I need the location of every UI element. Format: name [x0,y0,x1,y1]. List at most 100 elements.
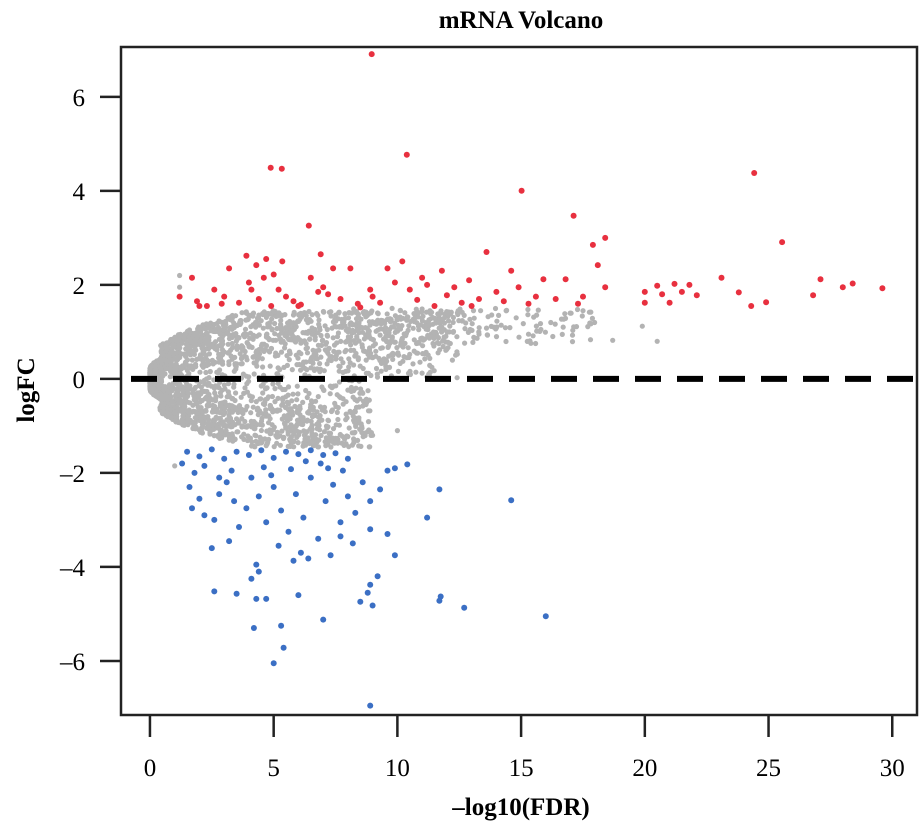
ns-point [184,388,190,394]
down-point [184,448,191,455]
ns-point [340,369,346,375]
ns-point [525,331,532,337]
ns-point [185,328,191,334]
x-tick-label: 15 [509,755,534,782]
ns-point [209,426,215,433]
ns-point [375,311,381,317]
ns-point [381,336,387,342]
ns-point [262,386,269,392]
ns-point [353,350,359,357]
ns-point [193,364,199,370]
ns-point [366,319,372,325]
down-point [250,625,257,631]
x-tick-label: 25 [756,755,781,782]
ns-point [255,405,261,411]
ns-point [230,344,236,351]
ns-point [291,309,297,315]
ns-point [386,353,392,359]
ns-point [534,312,540,318]
down-point [233,590,240,597]
x-tick-label: 10 [385,755,410,782]
ns-point [391,339,397,345]
ns-point [247,435,253,441]
ns-point [207,369,213,375]
y-axis-label: logFC [13,357,40,422]
ns-point [189,357,195,363]
ns-point [405,345,411,351]
ns-point [206,424,212,430]
ns-point [434,340,441,346]
ns-point [217,331,223,337]
ns-point [216,318,222,324]
ns-point [345,368,351,374]
ns-point [330,335,336,341]
ns-point [249,344,255,350]
ns-point [234,416,240,422]
down-point [288,466,294,473]
ns-point [365,351,371,357]
down-point [391,465,398,472]
ns-point [280,395,286,401]
ns-point [263,407,269,413]
down-point [196,453,203,460]
ns-point [251,419,257,425]
ns-point [498,322,504,328]
up-point [438,267,445,274]
ns-point [164,393,170,399]
down-point [243,505,250,512]
ns-point [167,358,173,364]
ns-point [394,428,400,434]
ns-point [174,405,180,411]
ns-point [259,415,265,421]
ns-point [205,325,211,331]
ns-point [323,341,329,347]
ns-point [175,344,181,350]
up-point [196,303,203,309]
ns-point [225,402,231,409]
down-point [253,561,260,568]
down-point [337,519,344,526]
ns-point [378,345,384,351]
ns-point [354,334,360,340]
up-point [424,281,431,288]
ns-point [189,387,195,393]
ns-point [484,332,490,338]
ns-point [256,332,262,338]
ns-point [322,323,328,329]
ns-point [420,343,426,349]
down-point [201,512,208,519]
ns-point [367,444,373,450]
up-point [718,274,725,281]
up-point [751,170,758,176]
ns-point [301,338,308,344]
chart-title: mRNA Volcano [439,7,604,34]
ns-point [336,349,342,355]
ns-point [288,406,294,412]
ns-point [292,403,298,409]
ns-point [197,415,203,421]
up-point [493,288,500,295]
ns-point [269,422,275,428]
ns-point [398,342,404,348]
ns-point [328,444,334,450]
ns-point [260,364,266,370]
up-point [508,267,515,274]
ns-point [307,439,314,445]
ns-point [318,342,325,348]
ns-point [356,415,362,421]
down-point [191,469,198,476]
ns-point [321,429,327,435]
ns-point [245,341,251,347]
ns-point [159,349,165,355]
ns-point [392,329,398,335]
ns-point [170,337,176,343]
ns-point [216,421,222,427]
ns-point [339,440,345,446]
down-point [221,455,228,462]
ns-point [253,319,259,326]
ns-point [200,348,206,354]
ns-point [231,381,237,387]
ns-point [234,429,240,435]
up-point [325,291,332,298]
ns-point [446,318,452,324]
